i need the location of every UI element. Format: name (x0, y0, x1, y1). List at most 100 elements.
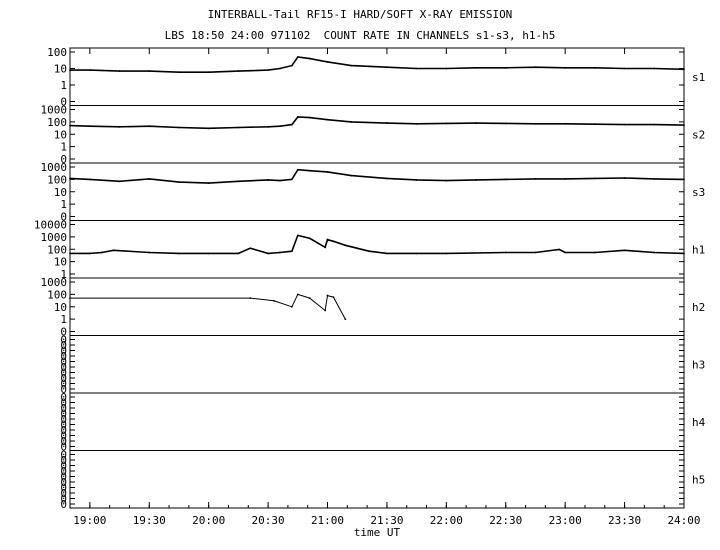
data-point-s3 (296, 168, 299, 171)
data-point-h1 (653, 251, 656, 254)
data-point-s3 (118, 180, 121, 183)
data-point-h1 (623, 249, 626, 252)
y-tick-label: 0 (60, 350, 67, 363)
data-point-h1 (178, 252, 180, 255)
data-point-h1 (558, 248, 561, 251)
y-tick-label: 100 (47, 243, 67, 256)
data-point-s3 (88, 178, 91, 181)
data-point-s3 (683, 178, 685, 181)
data-point-h2 (249, 297, 252, 300)
y-tick-label: 0 (60, 397, 67, 410)
data-point-s2 (475, 122, 477, 124)
data-point-s2 (593, 123, 596, 126)
data-point-s1 (445, 67, 448, 70)
data-point-s2 (308, 116, 311, 119)
y-tick-label: 100 (47, 116, 67, 129)
y-tick-label: 0 (60, 391, 67, 404)
y-tick-label: 10 (54, 301, 67, 314)
y-tick-label: 1000 (41, 276, 68, 289)
data-point-h2 (69, 297, 71, 300)
data-point-s1 (296, 56, 299, 58)
x-tick-label: 24:00 (667, 514, 700, 527)
data-point-h2 (344, 318, 347, 321)
data-point-s3 (564, 177, 567, 180)
y-tick-label: 0 (60, 356, 67, 369)
data-point-s1 (207, 71, 210, 74)
y-tick-label: 0 (60, 471, 67, 484)
data-point-h1 (368, 250, 370, 253)
data-point-s1 (178, 71, 180, 74)
data-point-s2 (148, 125, 151, 128)
data-point-h1 (100, 251, 103, 254)
x-tick-label: 20:00 (192, 514, 225, 527)
data-point-s2 (290, 123, 293, 126)
y-tick-label: 0 (60, 487, 67, 500)
data-point-h1 (237, 252, 240, 255)
panel-label-h2: h2 (692, 301, 705, 314)
data-point-h1 (148, 251, 151, 254)
data-point-s1 (267, 69, 269, 71)
y-tick-label: 0 (60, 454, 67, 467)
chart-subtitle: LBS 18:50 24:00 971102 COUNT RATE IN CHA… (164, 29, 556, 42)
data-point-s1 (279, 67, 281, 70)
series-line-h2 (70, 293, 346, 320)
y-tick-label: 0 (60, 435, 67, 448)
data-point-s3 (534, 177, 537, 180)
y-tick-label: 0 (60, 326, 67, 339)
data-point-s3 (207, 182, 210, 185)
x-tick-label: 23:00 (549, 514, 582, 527)
series-line-s1 (70, 56, 685, 73)
x-tick-label: 21:00 (311, 514, 344, 527)
data-point-h1 (279, 251, 281, 254)
data-point-s2 (118, 125, 121, 128)
y-tick-label: 0 (60, 441, 67, 454)
y-tick-label: 0 (60, 372, 67, 385)
data-point-h1 (207, 252, 210, 255)
data-point-s3 (69, 177, 71, 180)
data-point-s3 (445, 179, 448, 182)
y-tick-label: 0 (60, 378, 67, 391)
data-point-s2 (683, 124, 685, 126)
data-point-s1 (69, 69, 71, 71)
y-tick-label: 0 (60, 419, 67, 432)
y-tick-label: 0 (60, 430, 67, 443)
data-point-s3 (326, 171, 329, 173)
data-point-s1 (564, 66, 567, 69)
y-tick-label: 1000 (41, 231, 68, 244)
y-tick-label: 10000 (34, 219, 67, 232)
y-tick-label: 10 (54, 256, 67, 269)
data-point-h1 (534, 251, 537, 254)
y-tick-label: 0 (60, 476, 67, 489)
panel-label-h5: h5 (692, 473, 705, 486)
x-tick-label: 19:00 (73, 514, 106, 527)
panel-label-h3: h3 (692, 358, 705, 371)
data-point-s2 (326, 118, 329, 121)
data-point-h1 (88, 252, 91, 255)
data-point-s2 (267, 125, 269, 128)
y-tick-label: 100 (47, 46, 67, 59)
data-point-s2 (69, 124, 71, 127)
x-tick-label: 23:30 (608, 514, 641, 527)
x-tick-label: 22:00 (430, 514, 463, 527)
data-point-h1 (504, 251, 507, 254)
y-tick-label: 0 (60, 498, 67, 511)
data-point-s1 (593, 66, 596, 69)
data-point-s2 (207, 127, 210, 130)
data-point-h2 (296, 293, 299, 296)
data-point-h1 (324, 246, 327, 249)
data-point-s2 (415, 122, 418, 125)
y-tick-label: 1 (60, 141, 67, 154)
data-point-s3 (653, 177, 656, 180)
x-axis-label: time UT (354, 526, 401, 539)
data-point-s2 (350, 120, 353, 123)
data-point-s1 (504, 66, 507, 69)
data-point-s1 (386, 66, 388, 69)
y-tick-label: 100 (47, 288, 67, 301)
data-point-h1 (267, 252, 269, 255)
y-tick-label: 0 (60, 367, 67, 380)
data-point-h2 (324, 309, 327, 312)
data-point-s3 (504, 178, 507, 181)
y-tick-label: 0 (60, 339, 67, 352)
data-point-h2 (332, 296, 335, 299)
